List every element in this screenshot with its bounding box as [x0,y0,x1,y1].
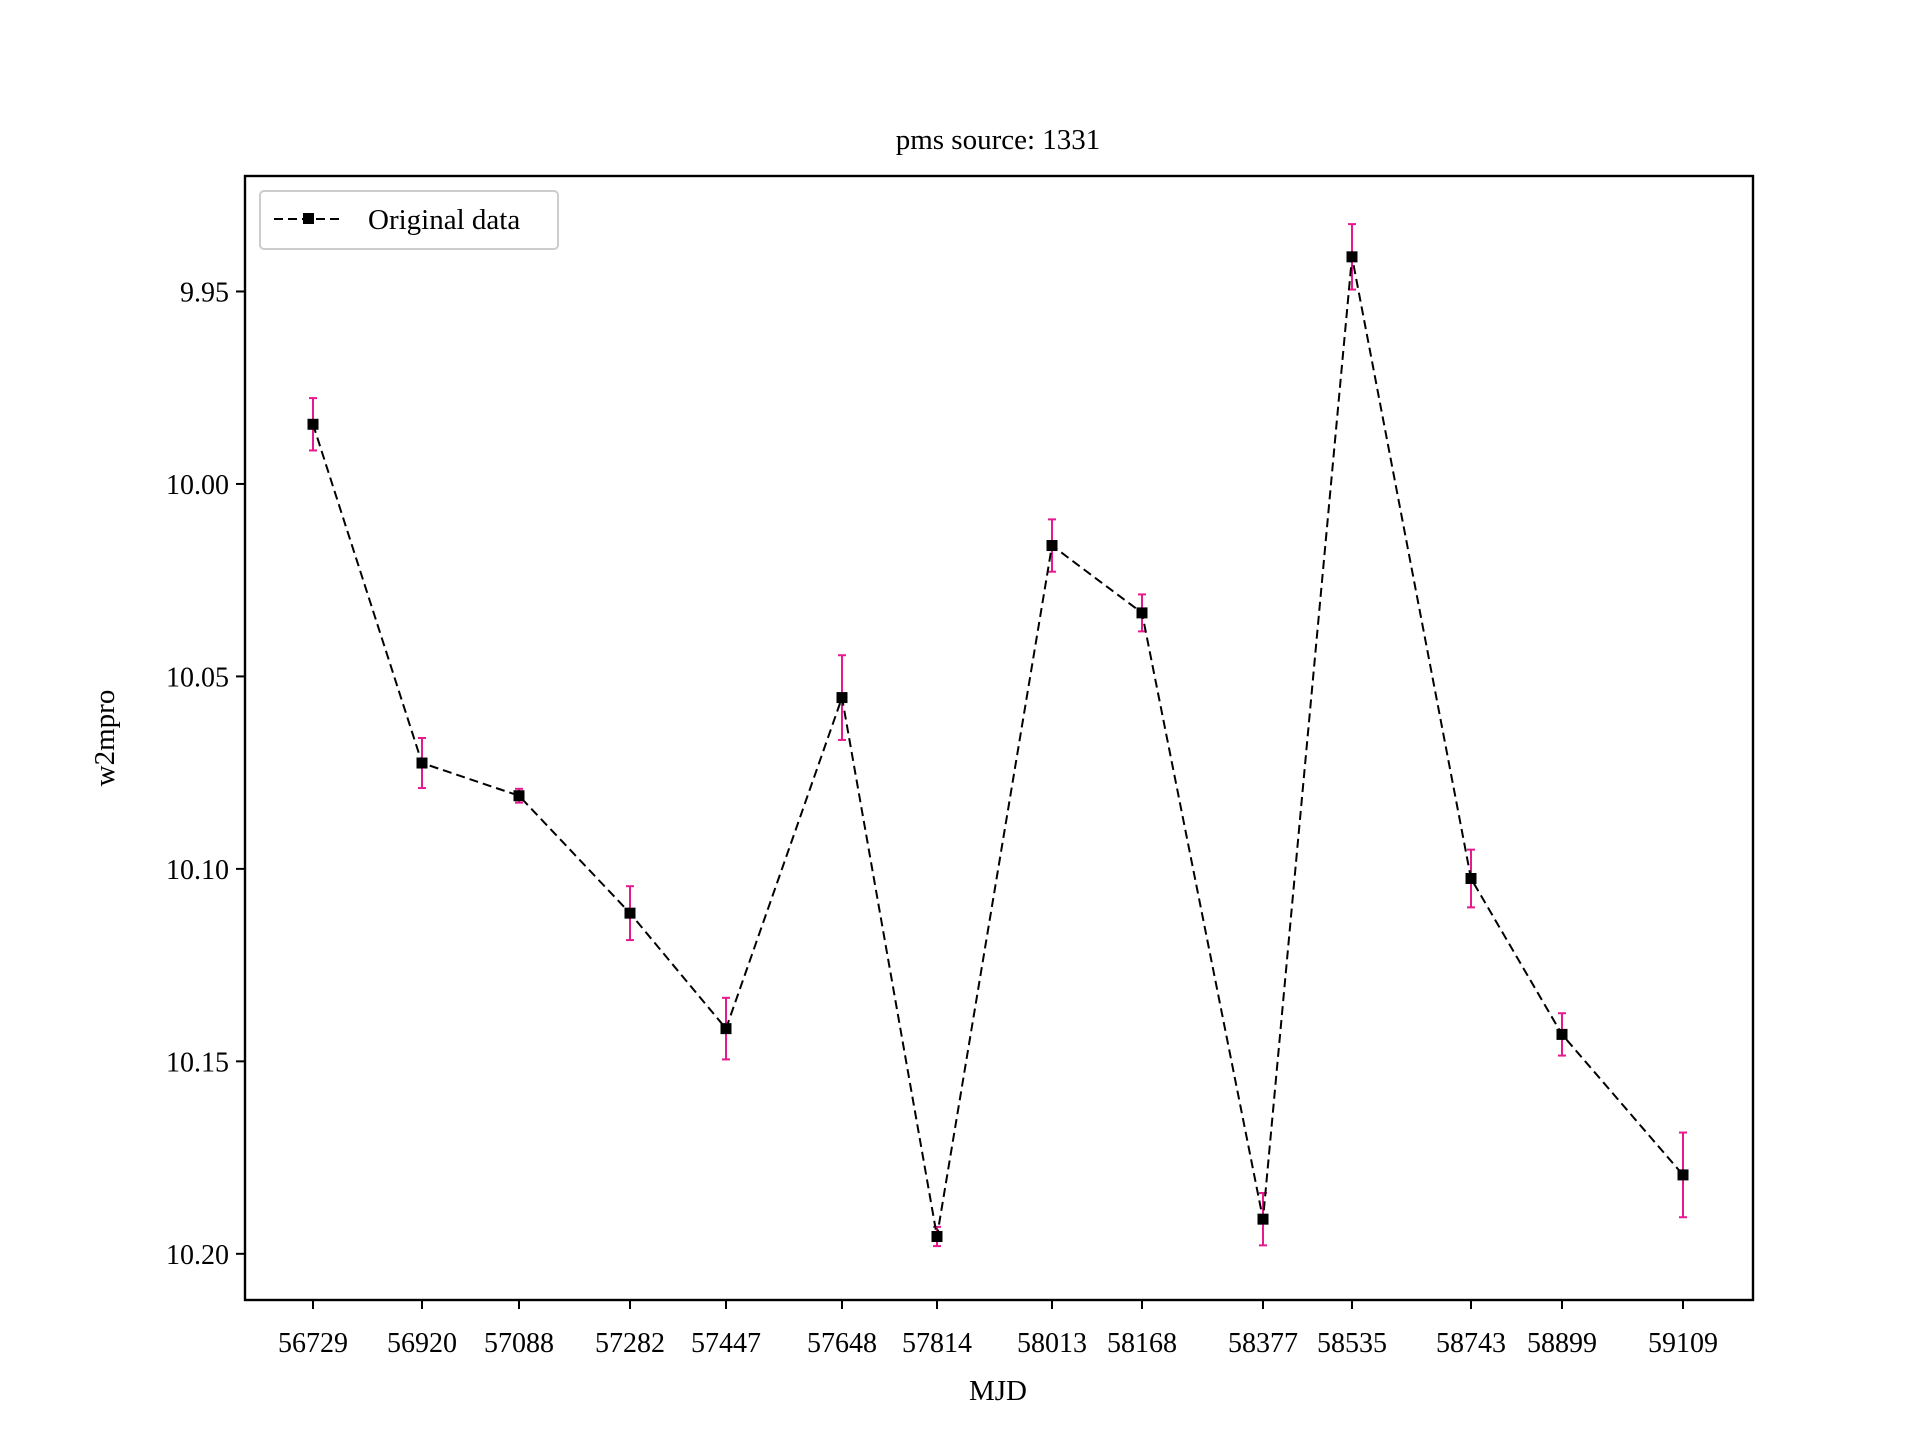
y-axis: 9.95 10.00 10.05 10.10 10.15 10.20 [166,277,245,1271]
data-point [931,1230,943,1242]
x-tick-label: 57814 [902,1328,972,1359]
x-tick-label: 58377 [1228,1328,1298,1359]
data-point [624,907,636,919]
y-tick-label: 10.10 [166,855,229,886]
plot-frame [243,174,1755,1302]
x-tick-label: 58743 [1436,1328,1506,1359]
legend-label: Original data [368,204,520,236]
data-point [836,692,848,704]
series-line-original-data [312,256,1684,1237]
data-point [1346,251,1358,263]
data-point [307,418,319,430]
legend-marker [303,213,314,224]
data-point [1677,1169,1689,1181]
y-axis-label: w2mpro [89,690,121,787]
y-tick-label: 10.05 [166,662,229,693]
data-point [1257,1213,1269,1225]
x-tick-label: 57447 [691,1328,761,1359]
data-point [513,790,525,802]
legend-box [259,190,559,250]
data-point [1465,873,1477,884]
legend: Original data [259,190,559,250]
x-tick-label: 56729 [278,1328,348,1359]
x-tick-label: 56920 [387,1328,457,1359]
x-tick-label: 58168 [1107,1328,1177,1359]
data-point [720,1023,732,1035]
x-axis-label: MJD [969,1375,1027,1407]
y-tick-label: 10.00 [166,470,229,501]
x-axis: 56729 56920 57088 57282 57447 57648 57814 58013… [278,1300,1718,1359]
data-point [416,757,428,769]
data-point [1136,607,1148,619]
x-tick-label: 58013 [1017,1328,1087,1359]
x-tick-label: 59109 [1648,1328,1718,1359]
x-tick-label: 57282 [595,1328,665,1359]
x-tick-label: 57088 [484,1328,554,1359]
data-point [1046,540,1058,552]
x-tick-label: 57648 [807,1328,877,1359]
plot-area [307,223,1689,1248]
y-tick-label: 10.15 [166,1047,229,1078]
data-point [1556,1028,1568,1040]
x-tick-label: 58535 [1317,1328,1387,1359]
y-tick-label: 10.20 [166,1240,229,1271]
y-tick-label: 9.95 [180,277,229,308]
chart-title: pms source: 1331 [896,124,1101,156]
x-tick-label: 58899 [1527,1328,1597,1359]
